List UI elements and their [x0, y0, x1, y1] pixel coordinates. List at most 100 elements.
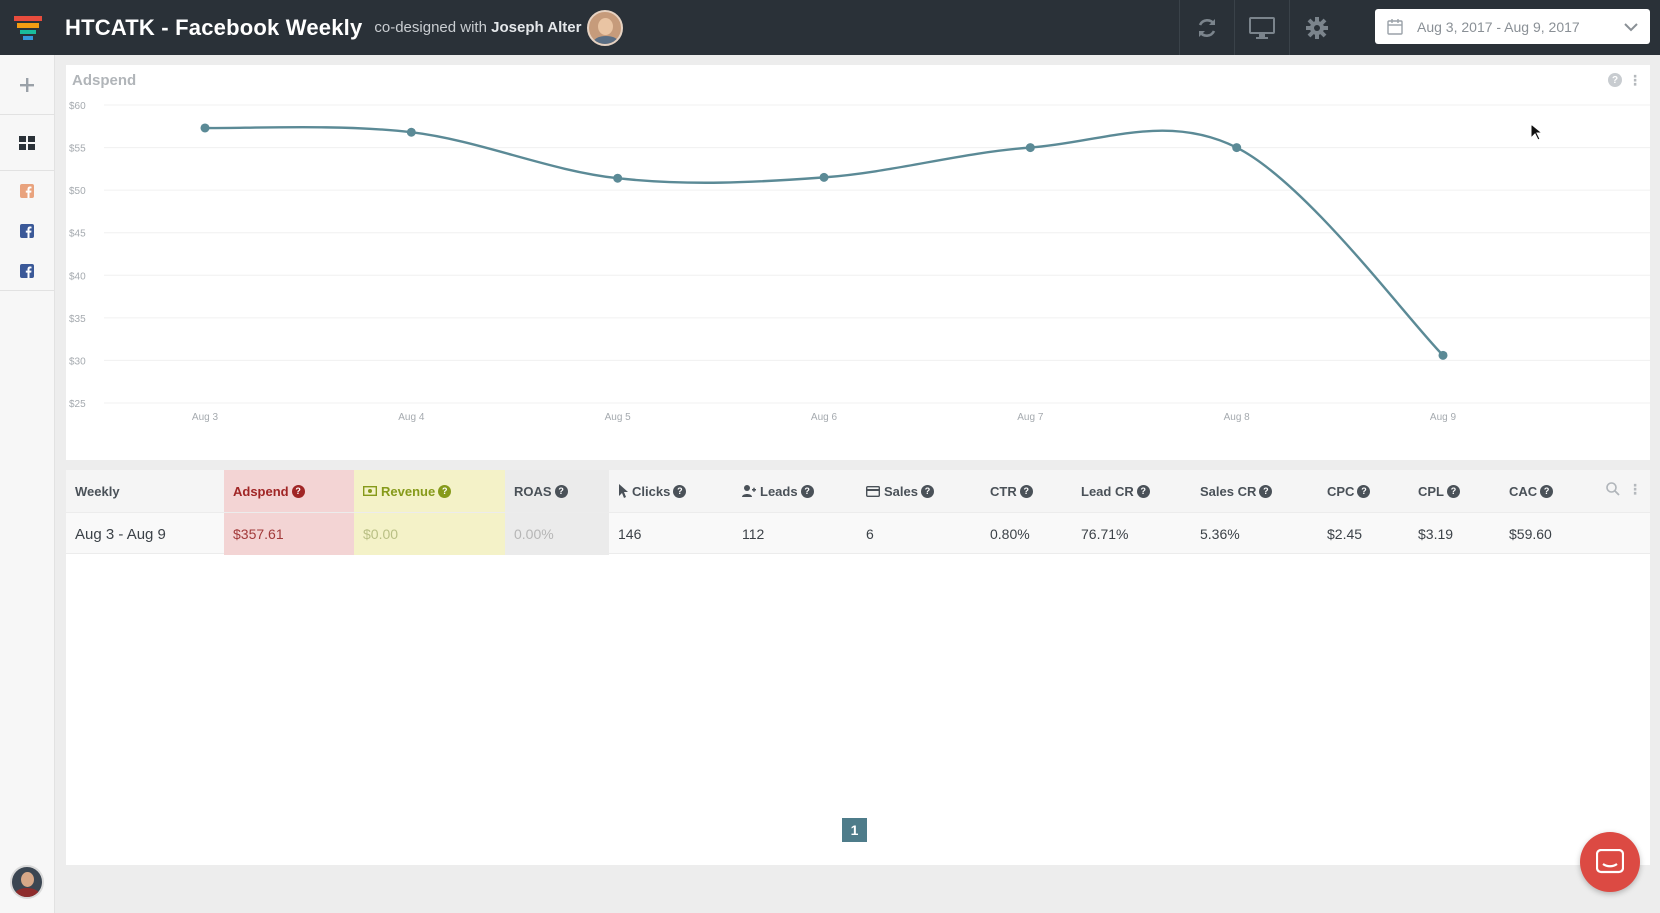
chat-icon [1596, 849, 1624, 874]
y-tick-label: $35 [69, 314, 86, 325]
codesigner-avatar[interactable] [587, 9, 624, 46]
table-tools: ⋮ [1606, 482, 1642, 496]
help-icon[interactable]: ? [291, 484, 305, 498]
help-icon[interactable]: ? [920, 484, 934, 498]
refresh-icon [1198, 18, 1216, 37]
x-tick-label: Aug 5 [605, 412, 632, 423]
help-icon[interactable]: ? [1540, 484, 1554, 498]
header-leads-label: Leads [760, 483, 798, 499]
table-row[interactable]: Aug 3 - Aug 9 $357.61 $0.00 0.00% 146 11… [66, 512, 1650, 555]
facebook-icon [20, 184, 34, 198]
help-icon[interactable]: ? [554, 484, 568, 498]
header-sales-label: Sales [884, 483, 918, 499]
header-sales-cr[interactable]: Sales CR ? [1191, 470, 1318, 512]
cell-sales-cr: 5.36% [1200, 526, 1240, 542]
data-point [1025, 143, 1035, 153]
cell-cac: $59.60 [1509, 526, 1552, 542]
help-icon[interactable]: ? [1608, 73, 1622, 87]
data-point [200, 123, 210, 133]
header-lead-cr-label: Lead CR [1081, 483, 1134, 499]
cell-weekly: Aug 3 - Aug 9 [75, 525, 166, 543]
help-icon[interactable]: ? [1447, 484, 1460, 498]
header-lead-cr[interactable]: Lead CR ? [1072, 470, 1191, 512]
cell-clicks: 146 [618, 526, 642, 542]
search-icon[interactable] [1606, 482, 1620, 496]
header-clicks-label: Clicks [632, 483, 671, 499]
chat-launcher-button[interactable] [1580, 832, 1640, 892]
sidebar-item-facebook-3[interactable] [0, 251, 54, 291]
header-revenue-label: Revenue [381, 483, 436, 499]
monitor-icon [1249, 16, 1275, 39]
date-range-picker[interactable]: Aug 3, 2017 - Aug 9, 2017 [1375, 9, 1650, 44]
dashboard-title: HTCATK - Facebook Weekly [65, 14, 363, 40]
header-sales[interactable]: Sales ? [857, 470, 975, 512]
header-cpl-label: CPL [1418, 483, 1444, 499]
cell-adspend: $357.61 [224, 513, 354, 555]
more-menu-icon[interactable]: ⋮ [1628, 481, 1642, 497]
x-tick-label: Aug 7 [1017, 412, 1044, 423]
data-point [613, 173, 623, 183]
header-leads[interactable]: Leads ? [733, 470, 857, 512]
facebook-icon [20, 224, 34, 238]
help-icon[interactable]: ? [438, 484, 452, 498]
header-cpc[interactable]: CPC ? [1318, 470, 1409, 512]
data-point [406, 127, 416, 137]
dashboard-grid-icon [19, 135, 35, 150]
pagination-page-1[interactable]: 1 [842, 818, 867, 842]
sidebar [0, 55, 55, 913]
header-ctr[interactable]: CTR ? [981, 470, 1072, 512]
chart-title: Adspend [72, 72, 137, 89]
help-icon[interactable]: ? [1136, 484, 1150, 498]
refresh-button[interactable] [1179, 0, 1234, 55]
header-sales-cr-label: Sales CR [1200, 483, 1257, 499]
display-mode-button[interactable] [1234, 0, 1289, 55]
cell-cpc: $2.45 [1327, 526, 1363, 542]
metrics-table-panel: Weekly Adspend ? Revenue ? ROAS ? Clicks… [66, 470, 1650, 865]
money-icon [363, 486, 377, 496]
sidebar-item-facebook-1[interactable] [0, 171, 54, 211]
mouse-cursor-icon [1530, 123, 1542, 141]
y-tick-label: $50 [69, 186, 86, 197]
help-icon[interactable]: ? [673, 484, 687, 498]
sidebar-item-facebook-2[interactable] [0, 211, 54, 251]
series-line [204, 125, 1444, 357]
codesigned-prefix: co-designed with [374, 19, 487, 36]
logo-icon [13, 15, 42, 40]
header-cpl[interactable]: CPL ? [1409, 470, 1500, 512]
data-point [1232, 143, 1242, 153]
help-icon[interactable]: ? [1019, 484, 1033, 498]
header-ctr-label: CTR [990, 483, 1017, 499]
cell-revenue: $0.00 [354, 513, 505, 555]
header-cac-label: CAC [1509, 483, 1538, 499]
header-adspend[interactable]: Adspend ? [224, 470, 354, 512]
user-avatar[interactable] [10, 865, 44, 899]
x-tick-label: Aug 6 [811, 412, 838, 423]
plus-icon [20, 77, 34, 92]
header-weekly-label: Weekly [75, 483, 120, 499]
data-point [1438, 350, 1448, 360]
help-icon[interactable]: ? [800, 484, 814, 498]
header-cac[interactable]: CAC ? [1500, 470, 1590, 512]
cell-cpl: $3.19 [1418, 526, 1454, 542]
header-revenue[interactable]: Revenue ? [354, 470, 505, 512]
codesigned-label: co-designed with Joseph Alter [374, 19, 581, 36]
help-icon[interactable]: ? [1357, 484, 1371, 498]
sidebar-add-button[interactable] [0, 55, 54, 115]
data-point [819, 172, 829, 182]
more-menu-icon[interactable]: ⋮ [1628, 72, 1642, 88]
x-tick-label: Aug 4 [398, 412, 425, 423]
chevron-down-icon [1624, 22, 1638, 31]
help-icon[interactable]: ? [1259, 484, 1273, 498]
sidebar-item-dashboards[interactable] [0, 115, 54, 171]
cell-roas: 0.00% [505, 513, 609, 555]
header-roas-label: ROAS [514, 483, 552, 499]
calendar-icon [1387, 18, 1403, 35]
header-clicks[interactable]: Clicks ? [609, 470, 733, 512]
app-logo[interactable] [0, 0, 55, 55]
settings-button[interactable] [1289, 0, 1344, 55]
gear-icon [1306, 16, 1328, 39]
header-roas[interactable]: ROAS ? [505, 470, 609, 512]
codesigner-name[interactable]: Joseph Alter [491, 19, 582, 36]
adspend-chart-panel: $60 $55 $50 $45 $40 $35 $30 $25 Aug 3 Aug 4 Aug 5 A… [66, 65, 1650, 460]
header-weekly[interactable]: Weekly [66, 470, 224, 512]
